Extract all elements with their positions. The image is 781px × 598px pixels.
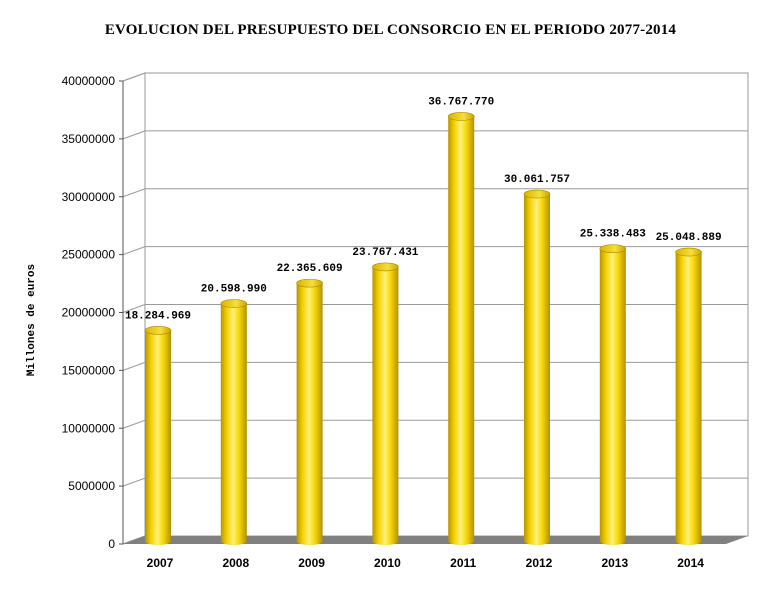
x-tick-label: 2013 xyxy=(601,556,628,570)
bar-body xyxy=(220,303,247,545)
gridline xyxy=(122,188,748,198)
bar-top xyxy=(144,326,172,335)
bar-2009 xyxy=(296,278,323,545)
bar-top xyxy=(372,262,399,272)
bar-2014 xyxy=(675,247,702,545)
x-tick-label: 2007 xyxy=(147,556,174,570)
data-label: 22.365.609 xyxy=(277,263,343,275)
x-tick-label: 2014 xyxy=(677,556,704,570)
y-tick-label: 15000000 xyxy=(62,363,116,377)
bar-top xyxy=(523,189,551,199)
y-tick-label: 10000000 xyxy=(62,421,116,435)
bar-body xyxy=(145,330,171,545)
data-label: 25.048.889 xyxy=(656,232,722,244)
bar-2010 xyxy=(372,262,399,545)
y-axis-title: Millones de euros xyxy=(26,264,38,376)
gridline xyxy=(122,361,748,371)
y-tick-label: 20000000 xyxy=(62,306,116,320)
data-label: 30.061.757 xyxy=(504,174,570,186)
plot-floor xyxy=(123,536,748,544)
data-label: 36.767.770 xyxy=(428,96,494,108)
bar-2013 xyxy=(599,244,627,545)
bar-body xyxy=(524,194,550,545)
bar-top xyxy=(599,244,627,254)
bar-2008 xyxy=(220,299,248,545)
bar-body xyxy=(599,248,626,545)
gridline xyxy=(122,419,748,429)
data-label: 25.338.483 xyxy=(580,229,646,241)
bar-2012 xyxy=(523,189,551,545)
data-label: 23.767.431 xyxy=(352,247,418,259)
chart-title: EVOLUCION DEL PRESUPUESTO DEL CONSORCIO … xyxy=(104,22,677,38)
bar-2011 xyxy=(447,112,475,546)
bar-top xyxy=(296,278,323,288)
bar-body xyxy=(675,252,702,545)
gridline xyxy=(122,304,748,313)
y-tick-label: 25000000 xyxy=(62,248,116,262)
bar-body xyxy=(296,283,323,545)
y-tick-label: 35000000 xyxy=(62,132,116,146)
gridline xyxy=(122,477,748,487)
y-tick-label: 0 xyxy=(108,537,115,551)
gridline xyxy=(122,246,748,256)
bar-top xyxy=(447,112,475,121)
y-tick-label: 40000000 xyxy=(62,74,116,88)
x-tick-label: 2008 xyxy=(222,556,249,570)
gridline xyxy=(122,72,748,82)
x-tick-label: 2011 xyxy=(450,556,476,570)
y-tick-label: 30000000 xyxy=(62,190,116,204)
y-tick-label: 5000000 xyxy=(68,479,115,493)
bar-top xyxy=(675,247,702,257)
bar-body xyxy=(448,116,475,546)
bar-top xyxy=(220,299,248,308)
gridline xyxy=(122,130,748,140)
data-label: 20.598.990 xyxy=(201,284,267,296)
x-tick-label: 2012 xyxy=(526,556,553,570)
data-label: 18.284.969 xyxy=(125,310,191,322)
bar-body xyxy=(372,266,399,545)
bar-2007 xyxy=(144,326,172,545)
x-tick-label: 2010 xyxy=(374,556,401,570)
x-tick-label: 2009 xyxy=(298,556,325,570)
